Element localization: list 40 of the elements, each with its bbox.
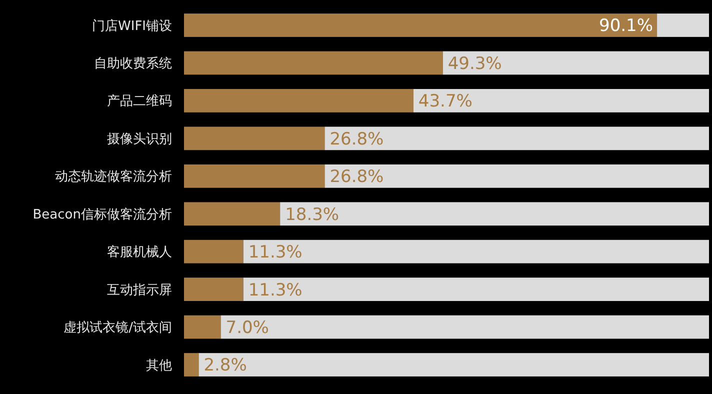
data-label: 90.1% (599, 16, 654, 36)
y-tick-label: 摄像头识别 (107, 132, 172, 147)
bar (184, 240, 244, 264)
bar (184, 353, 199, 376)
bar (324, 164, 709, 188)
bar (220, 315, 709, 339)
bar (280, 202, 709, 226)
bar (657, 14, 709, 37)
bar (184, 126, 325, 150)
bar (198, 353, 709, 376)
bar (184, 14, 658, 37)
data-label: 26.8% (330, 129, 384, 150)
bar (184, 164, 325, 188)
bar (184, 202, 280, 226)
data-label: 11.3% (248, 280, 302, 300)
data-label: 2.8% (204, 356, 247, 376)
y-tick-label: 虚拟试衣镜/试衣间 (64, 320, 172, 336)
data-label: 26.8% (330, 167, 384, 188)
bar (184, 88, 414, 112)
y-tick-label: Beacon信标做客流分析 (32, 206, 172, 222)
bar (243, 278, 709, 302)
data-label: 11.3% (248, 242, 302, 263)
data-label: 7.0% (226, 318, 269, 338)
y-tick-label: 门店WIFI铺设 (92, 18, 172, 34)
data-label: 49.3% (448, 54, 502, 74)
bar (184, 315, 221, 339)
y-tick-label: 互动指示屏 (107, 282, 172, 298)
bar (243, 240, 709, 264)
bar (184, 278, 244, 302)
y-tick-label: 自助收费系统 (94, 56, 172, 72)
bar (184, 51, 443, 75)
bar (413, 88, 709, 112)
data-label: 43.7% (418, 92, 472, 112)
y-tick-label: 动态轨迹做客流分析 (55, 168, 172, 185)
y-tick-label: 其他 (146, 358, 172, 374)
y-tick-label: 客服机械人 (107, 244, 172, 260)
bar (442, 51, 709, 75)
bar (324, 126, 709, 150)
y-tick-label: 产品二维码 (107, 94, 172, 110)
data-label: 18.3% (285, 204, 340, 225)
